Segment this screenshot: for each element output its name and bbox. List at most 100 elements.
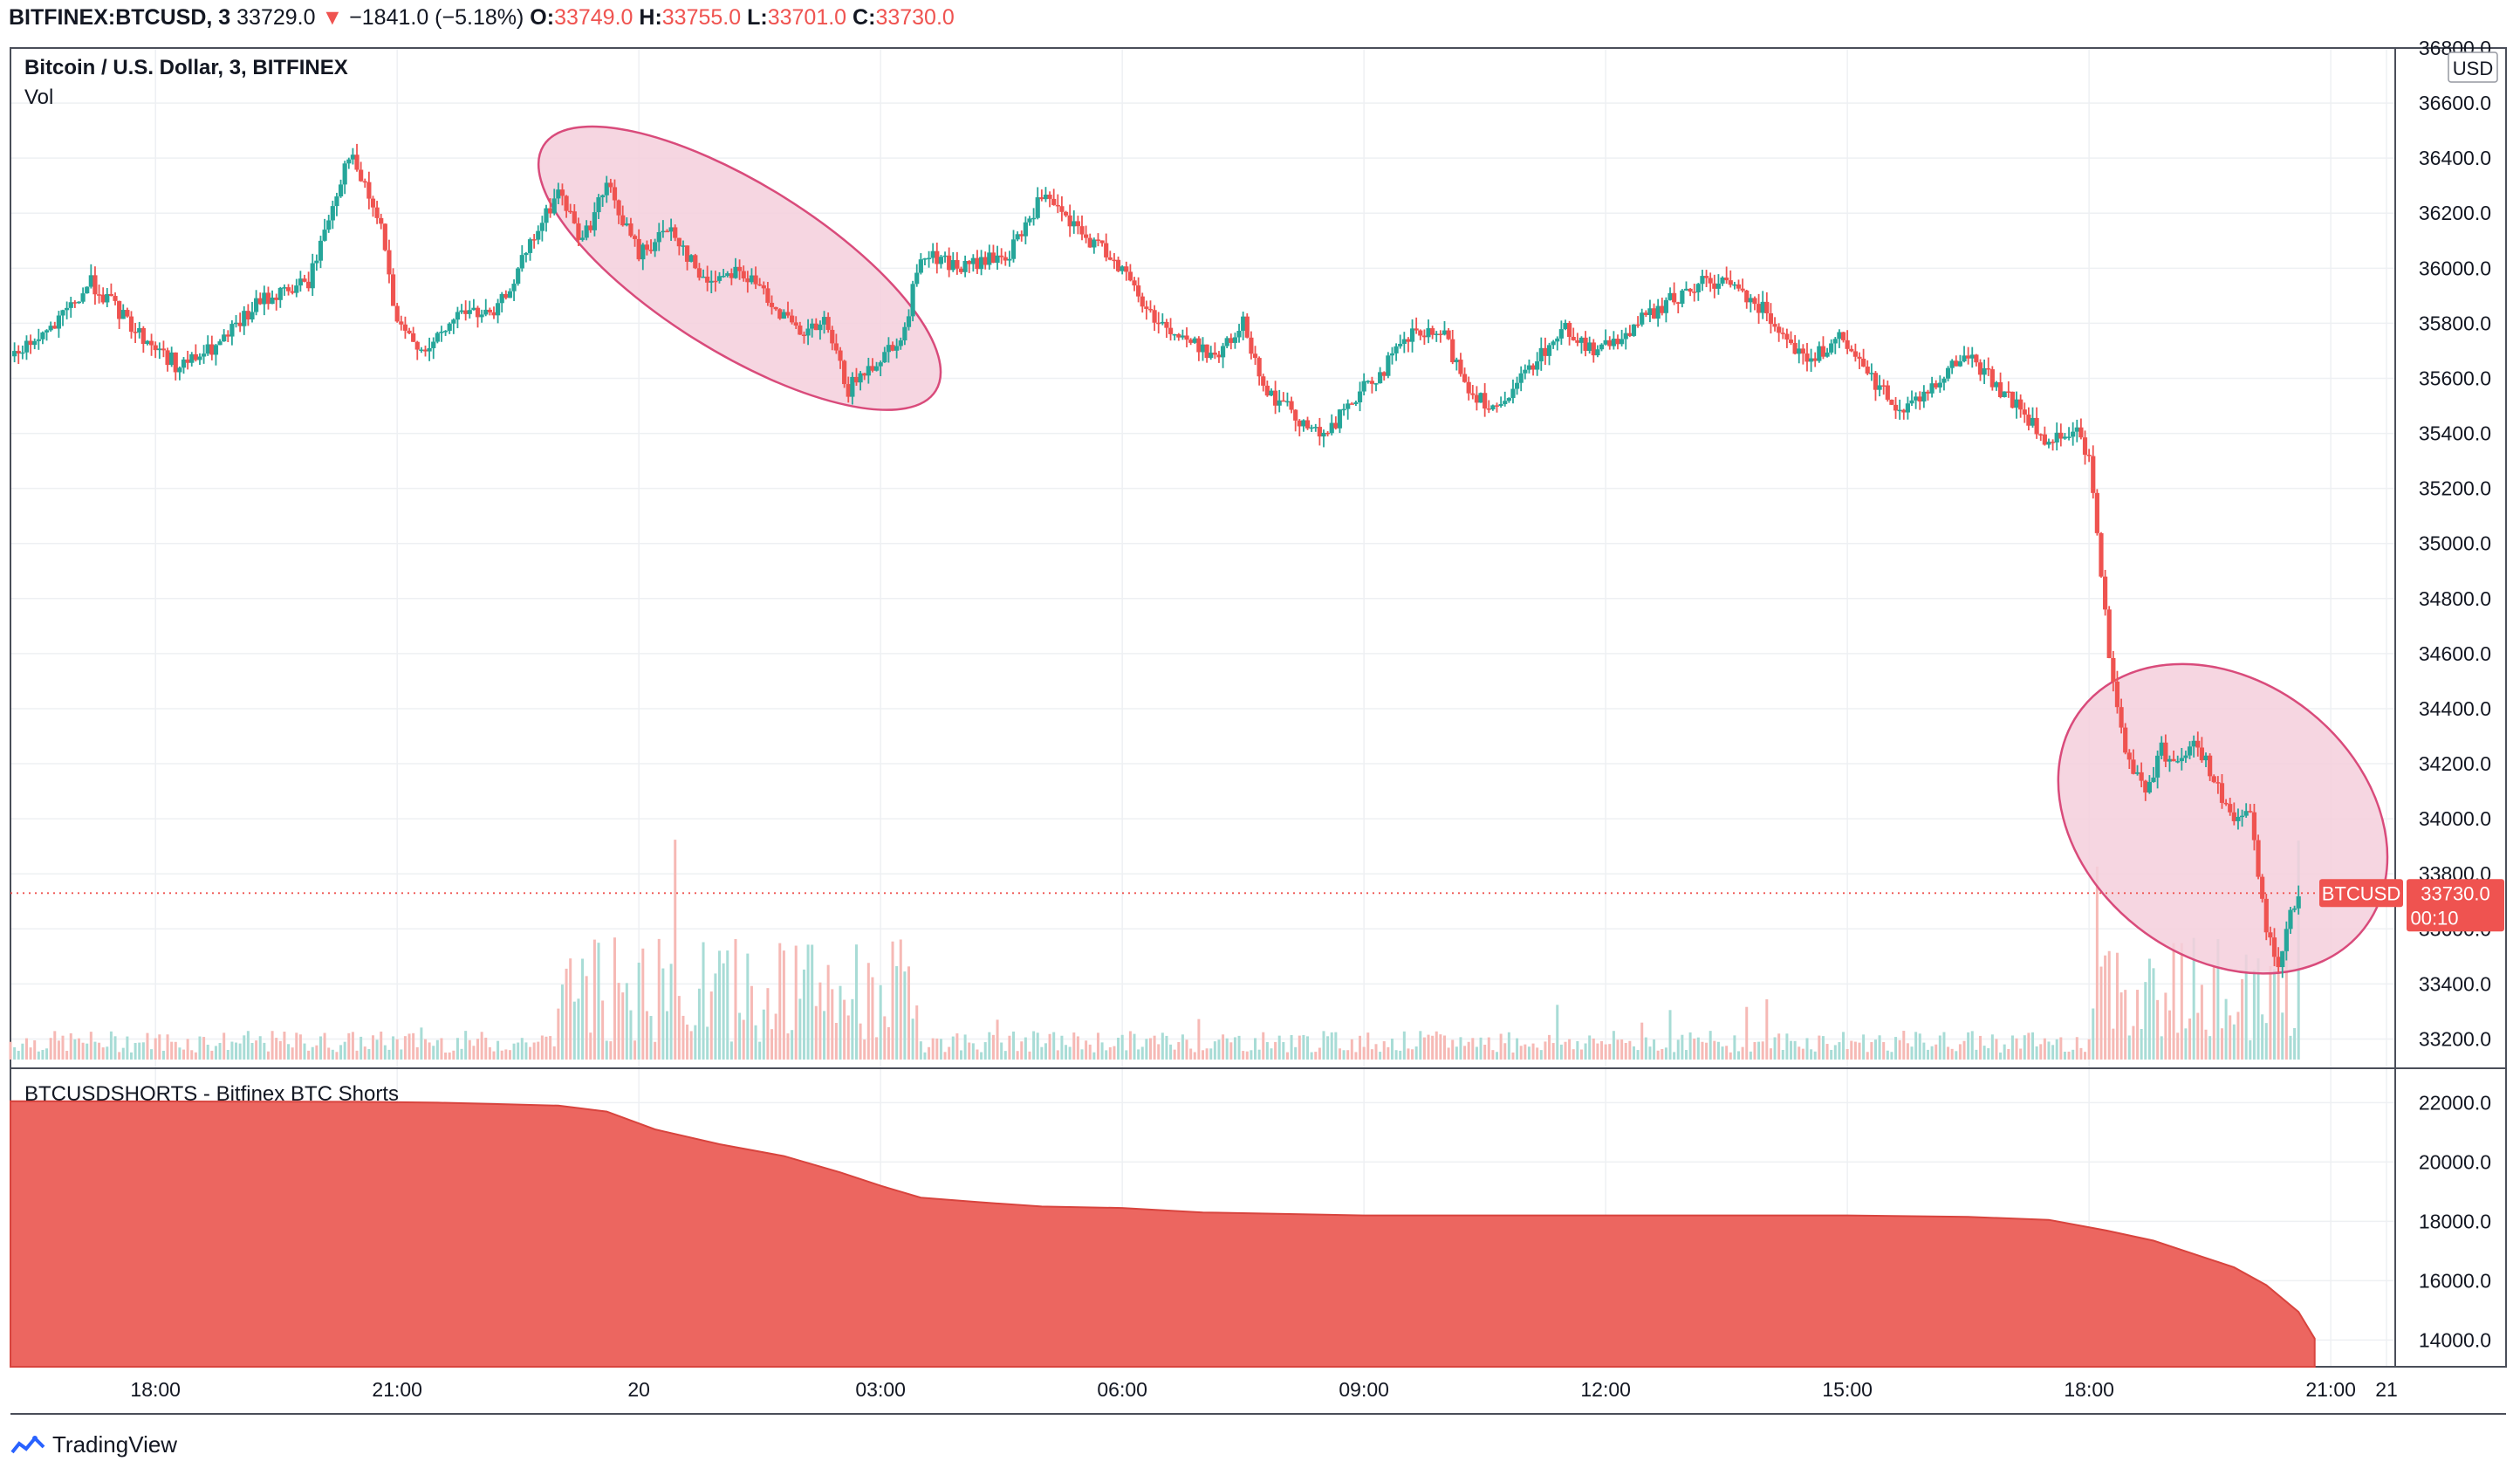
candle-body [1418,330,1423,336]
candle-body [431,341,436,348]
candle-body [1703,276,1709,278]
volume-bar [65,1051,69,1060]
candle-body [65,307,70,311]
candle-body [644,244,650,250]
price-tick-label: 35000.0 [2419,532,2491,555]
volume-bar [657,938,661,1060]
volume-bar [1177,1041,1181,1060]
volume-bar [2281,1012,2284,1060]
candle-body [579,237,585,240]
candle-body [1301,420,1306,427]
volume-bar [2075,1037,2078,1060]
volume-bar [343,1041,346,1060]
candles[interactable] [10,143,2395,978]
candle-body [902,326,907,341]
volume-legend[interactable]: Vol [24,86,54,109]
volume-bar [1153,1035,1156,1060]
volume-bar [665,1011,668,1060]
price-tag-bg [2407,879,2504,932]
candle-body [1317,427,1322,437]
candle-body [265,292,271,305]
volume-bar [121,1047,125,1060]
volume-bar [1962,1040,1966,1060]
tradingview-footer[interactable]: TradingView [10,1431,177,1458]
volume-bar [400,1049,403,1060]
candle-body [1957,361,1963,367]
volume-bar [335,1052,339,1060]
candle-body [2086,455,2092,456]
candle-body [1107,257,1113,260]
candle-body [314,260,319,264]
volume-bar [1072,1032,1076,1060]
candle-body [2276,957,2281,968]
main-pane-title[interactable]: Bitcoin / U.S. Dollar, 3, BITFINEX [24,56,348,79]
volume-bar [45,1048,49,1060]
candle-body [362,181,367,183]
candle-body [539,223,544,231]
volume-bar [86,1043,89,1060]
volume-bar [854,944,858,1060]
candle-body [556,189,561,199]
volume-bar [2127,1035,2131,1060]
volume-bar [1245,1051,1249,1060]
volume-bar [1407,1048,1410,1060]
candle-body [1212,353,1217,355]
candle-body [1373,383,1379,385]
candle-body [1825,352,1830,357]
candle-body [833,343,839,351]
candle-body [1603,340,1608,345]
volume-bar [1902,1031,1906,1060]
volume-bar [2147,958,2151,1060]
volume-bar [2293,1027,2297,1060]
candle-body [1027,218,1032,223]
volume-bar [859,1023,862,1060]
volume-bar [726,950,729,1060]
candle-body [2296,895,2301,909]
volume-bar [2144,982,2147,1060]
candle-body [225,334,230,337]
candle-body [1293,409,1298,421]
price-tick-label: 36600.0 [2419,92,2491,114]
symbol-ticker[interactable]: BITFINEX:BTCUSD, 3 [9,5,231,30]
candle-body [1470,393,1476,395]
price-tick-label: 33400.0 [2419,972,2491,995]
volume-bar [709,991,713,1060]
volume-bar [1701,1041,1704,1060]
volume-bar [363,1046,366,1060]
volume-bar [814,1005,818,1060]
candle-body [1329,422,1334,434]
volume-bar [2092,1008,2095,1060]
volume-bar [1741,1046,1744,1060]
candle-body [274,297,279,300]
candle-body [1284,401,1291,403]
volume-bar [230,1041,234,1060]
candle-body [113,296,118,301]
volume-bar [1656,1050,1660,1060]
price-tick-label: 34600.0 [2419,642,2491,665]
volume-bar [178,1047,181,1060]
volume-bar [1612,1031,1615,1060]
volume-bar [681,1015,685,1060]
volume-bar [1487,1037,1490,1060]
volume-bar [512,1043,516,1060]
volume-bar [375,1039,379,1060]
volume-bar [1140,1046,1144,1060]
candle-body [873,366,880,371]
volume-bar [1350,1039,1353,1060]
candle-body [1849,348,1854,352]
volume-bar [2252,970,2256,1060]
candle-body [1438,333,1443,335]
candle-body [2134,772,2140,774]
volume-bar [1193,1052,1196,1060]
time-axis[interactable]: 18:00 21:00 20 03:00 06:00 09:00 12:00 15:00 18:… [130,1378,2397,1401]
candle-body [2203,755,2208,761]
candle-body [1989,369,1995,388]
shorts-pane-title[interactable]: BTCUSDSHORTS - Bitfinex BTC Shorts [24,1082,399,1106]
candle-body [850,376,855,397]
candle-body [1043,195,1049,200]
price-axis[interactable]: 33200.033400.033600.033800.034000.034200… [2419,37,2498,1351]
candle-body [1768,313,1774,325]
volume-bar [1298,1035,1301,1060]
price-tick-label: 34400.0 [2419,697,2491,720]
